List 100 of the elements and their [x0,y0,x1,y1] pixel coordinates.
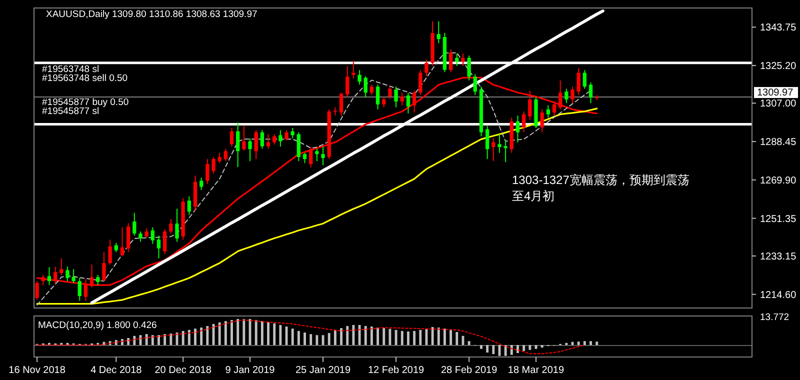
bar [364,326,367,345]
bar [394,330,398,345]
bar [419,330,422,345]
bar [382,328,386,345]
bar [242,319,246,345]
bar [346,326,349,345]
bar [151,335,154,345]
bar [279,324,282,345]
bar [164,334,166,345]
bar [194,328,196,345]
candlestick [175,208,179,242]
candlestick [212,156,216,174]
line-series [36,52,592,306]
x-tick-label: 28 Feb 2019 [440,365,498,376]
ref-line-label: 1309.97 [757,88,794,99]
bar [127,338,130,345]
candlestick [60,258,64,276]
candlestick [162,228,167,255]
bar [522,345,526,351]
bar [590,341,592,345]
candlestick [126,222,130,253]
bar [273,323,276,345]
candlestick [72,268,76,284]
annotation: #19545877 buy 0.50 [42,97,129,108]
y-tick-label: 1269.90 [760,175,797,186]
bar [528,345,532,350]
candlestick [272,134,276,146]
bar [577,342,580,345]
y-tick-label: 1288.45 [760,137,797,148]
candlestick [206,158,210,184]
bar [400,330,404,345]
candlestick [150,226,154,244]
candlestick [412,90,416,113]
candlestick [309,146,313,168]
candlestick [424,59,428,77]
bar [370,326,373,345]
text: 13.772 [760,312,790,323]
candlestick [588,82,593,104]
bar [431,327,434,345]
candlestick [400,92,404,106]
bar [504,345,507,356]
bar [145,334,148,345]
candlestick [242,125,246,152]
candlestick [187,196,191,216]
candlestick [346,65,350,98]
candlestick [564,88,568,104]
candlestick [498,134,502,154]
bar [437,328,440,345]
bar [406,331,410,345]
candlestick [492,138,496,162]
candlestick [552,100,556,116]
bar [224,321,227,345]
bar [583,341,586,345]
bar [413,330,416,345]
x-tick-label: 18 Mar 2019 [508,365,564,376]
bar [480,345,482,349]
candlestick [296,132,301,162]
y-tick-label: 1251.35 [760,214,797,225]
x-tick-label: 16 Nov 2018 [8,365,66,376]
annotation: #19563748 sl [42,64,100,75]
candlestick [370,84,374,96]
candlestick [376,84,380,110]
bar [170,334,172,345]
candlestick [448,48,453,73]
candlestick [418,70,422,96]
candlestick [47,266,52,286]
bar [254,320,258,345]
candlestick [485,125,490,160]
y-tick-label: 1214.60 [760,290,797,301]
bar [236,319,240,345]
candlestick [96,274,100,286]
candlestick [315,148,319,162]
candlestick [230,128,234,148]
candlestick [582,70,586,90]
bar [267,322,270,345]
x-tick-label: 20 Dec 2018 [154,365,212,376]
bar [328,333,330,345]
bar [200,328,203,345]
candlestick [108,239,112,266]
candlestick [248,138,252,162]
candlestick [546,104,550,118]
candlestick [528,90,532,120]
y-tick-label: 1325.20 [760,61,797,72]
candlestick [66,266,70,282]
bar [450,330,452,345]
bar [230,320,233,345]
bar [486,345,489,353]
chart-title: MACD(10,20,9) 1.800 0.426 [38,320,157,331]
bar [316,335,318,345]
candlestick [467,55,471,81]
candlestick [406,92,410,114]
candlestick [144,228,148,238]
candlestick [352,60,356,79]
bar [596,342,598,345]
y-tick-label: 1307.00 [760,98,797,110]
x-tick-label: 4 Dec 2018 [90,365,142,376]
candlestick [473,74,477,96]
bar [456,332,458,345]
bar [388,328,392,345]
candlestick [120,226,124,257]
